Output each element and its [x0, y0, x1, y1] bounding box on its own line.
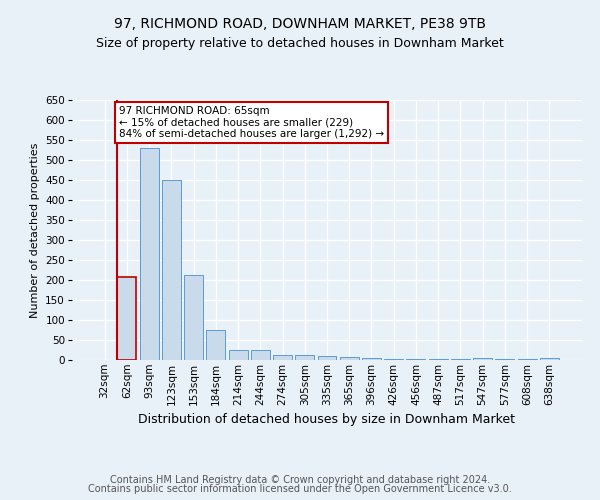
Bar [229, 350, 248, 360]
Bar [540, 358, 559, 360]
Bar [340, 357, 359, 360]
Text: Contains public sector information licensed under the Open Government Licence v3: Contains public sector information licen… [88, 484, 512, 494]
Bar [384, 359, 403, 360]
Bar [206, 330, 225, 360]
Bar [317, 356, 337, 360]
Text: Size of property relative to detached houses in Downham Market: Size of property relative to detached ho… [96, 38, 504, 51]
Bar [406, 359, 425, 360]
X-axis label: Distribution of detached houses by size in Downham Market: Distribution of detached houses by size … [139, 413, 515, 426]
Bar [140, 148, 158, 360]
Bar [496, 359, 514, 360]
Bar [118, 277, 136, 360]
Y-axis label: Number of detached properties: Number of detached properties [30, 142, 40, 318]
Text: Contains HM Land Registry data © Crown copyright and database right 2024.: Contains HM Land Registry data © Crown c… [110, 475, 490, 485]
Text: 97, RICHMOND ROAD, DOWNHAM MARKET, PE38 9TB: 97, RICHMOND ROAD, DOWNHAM MARKET, PE38 … [114, 18, 486, 32]
Bar [473, 358, 492, 360]
Text: 97 RICHMOND ROAD: 65sqm
← 15% of detached houses are smaller (229)
84% of semi-d: 97 RICHMOND ROAD: 65sqm ← 15% of detache… [119, 106, 384, 139]
Bar [295, 355, 314, 360]
Bar [251, 350, 270, 360]
Bar [184, 275, 203, 360]
Bar [429, 359, 448, 360]
Bar [273, 355, 292, 360]
Bar [518, 359, 536, 360]
Bar [451, 359, 470, 360]
Bar [162, 180, 181, 360]
Bar [362, 358, 381, 360]
